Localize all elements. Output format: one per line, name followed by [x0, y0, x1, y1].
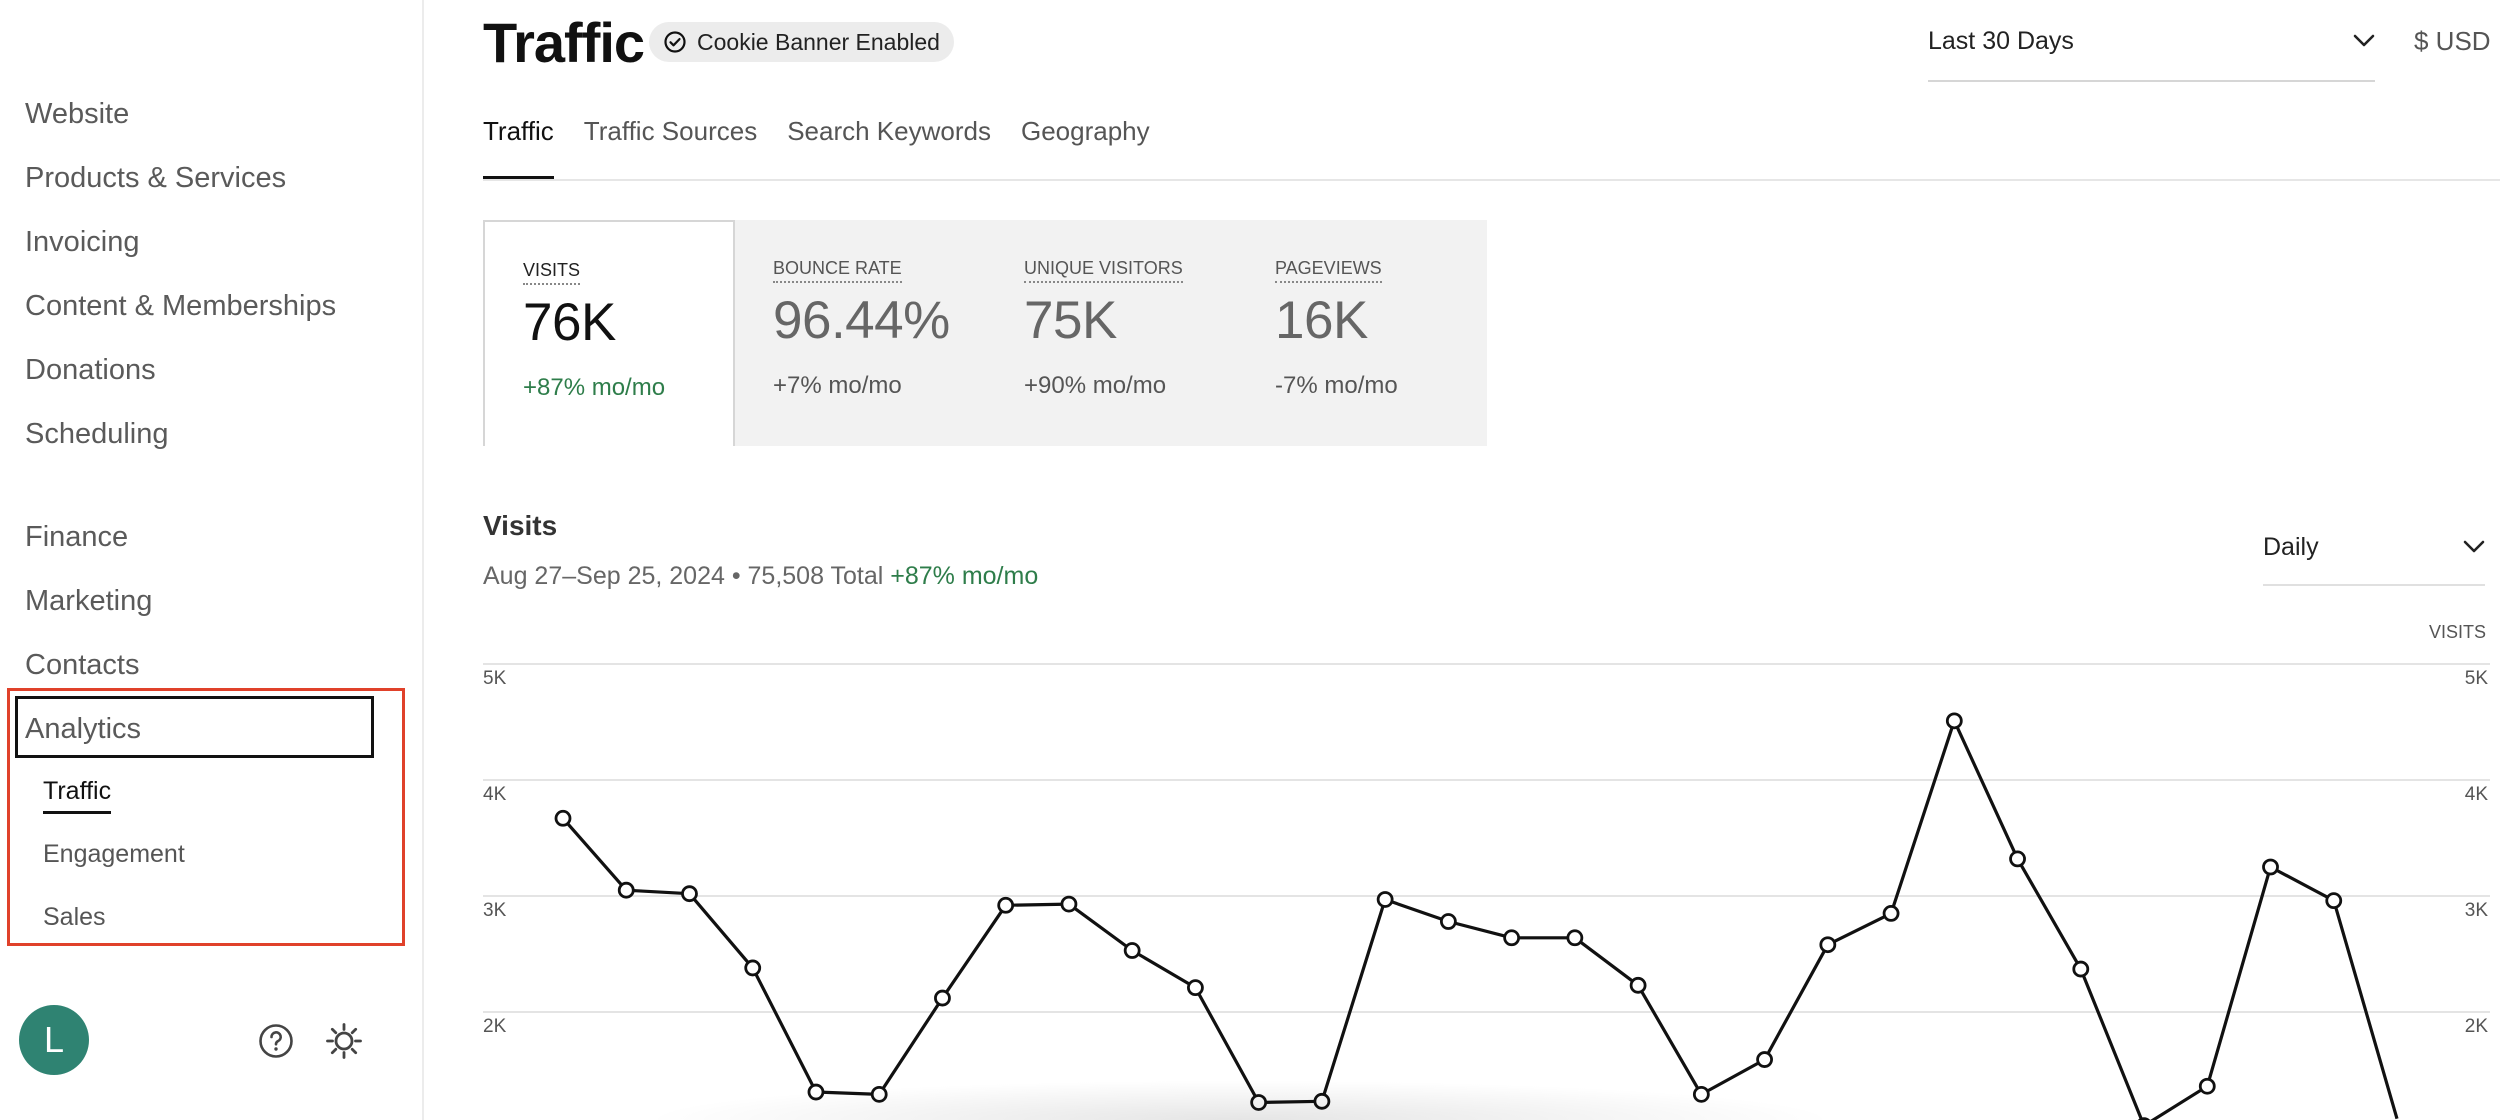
data-point[interactable]: [1313, 1092, 1331, 1110]
y-tick-label-right: 2K: [2465, 1016, 2489, 1037]
page-title: Traffic: [483, 11, 645, 74]
metric-card-visits[interactable]: VISITS 76K +87% mo/mo: [483, 220, 735, 446]
sidebar-subitem-traffic[interactable]: Traffic: [43, 777, 112, 814]
data-point[interactable]: [934, 989, 951, 1007]
data-point[interactable]: [1692, 1085, 1710, 1103]
sidebar-item-website[interactable]: Website: [25, 98, 130, 130]
data-point[interactable]: [744, 959, 762, 977]
visits-line-chart: VISITS 5K 5K 4K 4K 3K 3K 2K 2K: [483, 622, 2490, 1120]
metric-card-bounce-rate[interactable]: BOUNCE RATE 96.44% +7% mo/mo: [735, 220, 986, 446]
y-tick-label-right: 5K: [2465, 668, 2489, 689]
cookie-banner-label: Cookie Banner Enabled: [697, 28, 940, 55]
sidebar-item-donations[interactable]: Donations: [25, 354, 156, 386]
data-point[interactable]: [2009, 850, 2026, 868]
data-point[interactable]: [1566, 929, 1584, 947]
chart-grid: 5K 5K 4K 4K 3K 3K 2K 2K: [483, 663, 2490, 1037]
data-point[interactable]: [1819, 936, 1837, 954]
date-range-value: Last 30 Days: [1928, 26, 2074, 55]
y-tick-label-right: 3K: [2465, 900, 2489, 921]
data-point[interactable]: [1882, 905, 1900, 922]
analytics-selected-box: [15, 696, 374, 758]
data-point[interactable]: [1250, 1094, 1268, 1111]
y-tick-label-left: 5K: [483, 668, 507, 689]
tabs-divider: [483, 179, 2500, 181]
metric-value: 75K: [1024, 291, 1117, 350]
data-point[interactable]: [554, 809, 572, 827]
metric-value: 16K: [1275, 291, 1368, 350]
sidebar-item-analytics[interactable]: Analytics: [25, 713, 142, 745]
tab-traffic-sources[interactable]: Traffic Sources: [583, 116, 758, 146]
data-point[interactable]: [997, 896, 1015, 914]
interval-select[interactable]: Daily: [2263, 522, 2485, 586]
chart-delta: +87% mo/mo: [890, 562, 1039, 590]
metric-label: BOUNCE RATE: [773, 258, 902, 283]
tab-traffic[interactable]: Traffic: [483, 116, 554, 180]
currency-selector[interactable]: $ USD: [2414, 26, 2491, 56]
metric-card-unique-visitors[interactable]: UNIQUE VISITORS 75K +90% mo/mo: [986, 220, 1237, 446]
cookie-banner-badge[interactable]: Cookie Banner Enabled: [649, 22, 954, 62]
data-point[interactable]: [1439, 913, 1457, 930]
data-point[interactable]: [1187, 979, 1204, 997]
data-point[interactable]: [2072, 960, 2090, 978]
visits-series-line: [561, 719, 2399, 1120]
metric-delta: +87% mo/mo: [523, 374, 666, 401]
metrics-panel: VISITS 76K +87% mo/mo BOUNCE RATE 96.44%…: [483, 220, 1487, 446]
chart-date-total: Aug 27–Sep 25, 2024 • 75,508 Total: [483, 562, 884, 590]
chart-subtitle: Aug 27–Sep 25, 2024 • 75,508 Total +87% …: [483, 562, 1038, 591]
gear-icon[interactable]: [325, 1022, 363, 1060]
data-point[interactable]: [2262, 858, 2279, 876]
data-point[interactable]: [870, 1085, 888, 1103]
help-icon[interactable]: [258, 1023, 294, 1059]
metric-card-pageviews[interactable]: PAGEVIEWS 16K -7% mo/mo: [1237, 220, 1487, 446]
sidebar-item-invoicing[interactable]: Invoicing: [25, 226, 140, 258]
sidebar: Website Products & Services Invoicing Co…: [0, 0, 424, 1120]
metric-delta: -7% mo/mo: [1275, 372, 1398, 399]
data-point[interactable]: [1945, 712, 1963, 730]
data-point[interactable]: [1123, 942, 1141, 959]
right-axis-label: VISITS: [2429, 622, 2486, 642]
chevron-down-icon: [2463, 540, 2485, 553]
interval-value: Daily: [2263, 532, 2319, 561]
sidebar-item-contacts[interactable]: Contacts: [25, 649, 140, 681]
chart-title: Visits: [483, 510, 558, 541]
data-point[interactable]: [2325, 892, 2343, 910]
sidebar-item-marketing[interactable]: Marketing: [25, 585, 153, 617]
data-point[interactable]: [1503, 929, 1521, 947]
sidebar-item-content-memberships[interactable]: Content & Memberships: [25, 290, 337, 322]
sidebar-subitem-sales[interactable]: Sales: [43, 903, 106, 931]
data-point[interactable]: [1756, 1051, 1773, 1068]
data-point[interactable]: [1060, 895, 1078, 913]
metric-value: 96.44%: [773, 291, 950, 350]
data-point[interactable]: [681, 885, 698, 903]
metric-label: VISITS: [523, 260, 581, 285]
metric-label: PAGEVIEWS: [1275, 258, 1382, 283]
metric-value: 76K: [523, 293, 616, 352]
tab-geography[interactable]: Geography: [1020, 116, 1150, 146]
sidebar-item-products-services[interactable]: Products & Services: [25, 162, 287, 194]
sidebar-subitem-engagement[interactable]: Engagement: [43, 840, 185, 868]
avatar[interactable]: L: [19, 1005, 89, 1075]
chart-series: [554, 712, 2399, 1120]
sidebar-item-scheduling[interactable]: Scheduling: [25, 418, 169, 450]
metric-label: UNIQUE VISITORS: [1024, 258, 1183, 283]
check-circle-icon: [664, 31, 686, 53]
data-point[interactable]: [2198, 1077, 2216, 1095]
date-range-select[interactable]: Last 30 Days: [1928, 14, 2375, 82]
y-tick-label-left: 4K: [483, 784, 507, 805]
tab-search-keywords[interactable]: Search Keywords: [787, 116, 991, 146]
chevron-down-icon: [2353, 34, 2375, 47]
y-tick-label-right: 4K: [2465, 784, 2489, 805]
data-point[interactable]: [1629, 976, 1647, 994]
metric-delta: +90% mo/mo: [1024, 372, 1167, 399]
metric-delta: +7% mo/mo: [773, 372, 902, 399]
data-point[interactable]: [807, 1083, 825, 1101]
sidebar-item-finance[interactable]: Finance: [25, 521, 129, 553]
data-point[interactable]: [617, 881, 635, 899]
data-point[interactable]: [1376, 891, 1394, 908]
y-tick-label-left: 3K: [483, 900, 507, 921]
analytics-highlight-box: [7, 688, 405, 946]
traffic-tabs: Traffic Traffic Sources Search Keywords …: [483, 116, 1150, 180]
y-tick-label-left: 2K: [483, 1016, 507, 1037]
